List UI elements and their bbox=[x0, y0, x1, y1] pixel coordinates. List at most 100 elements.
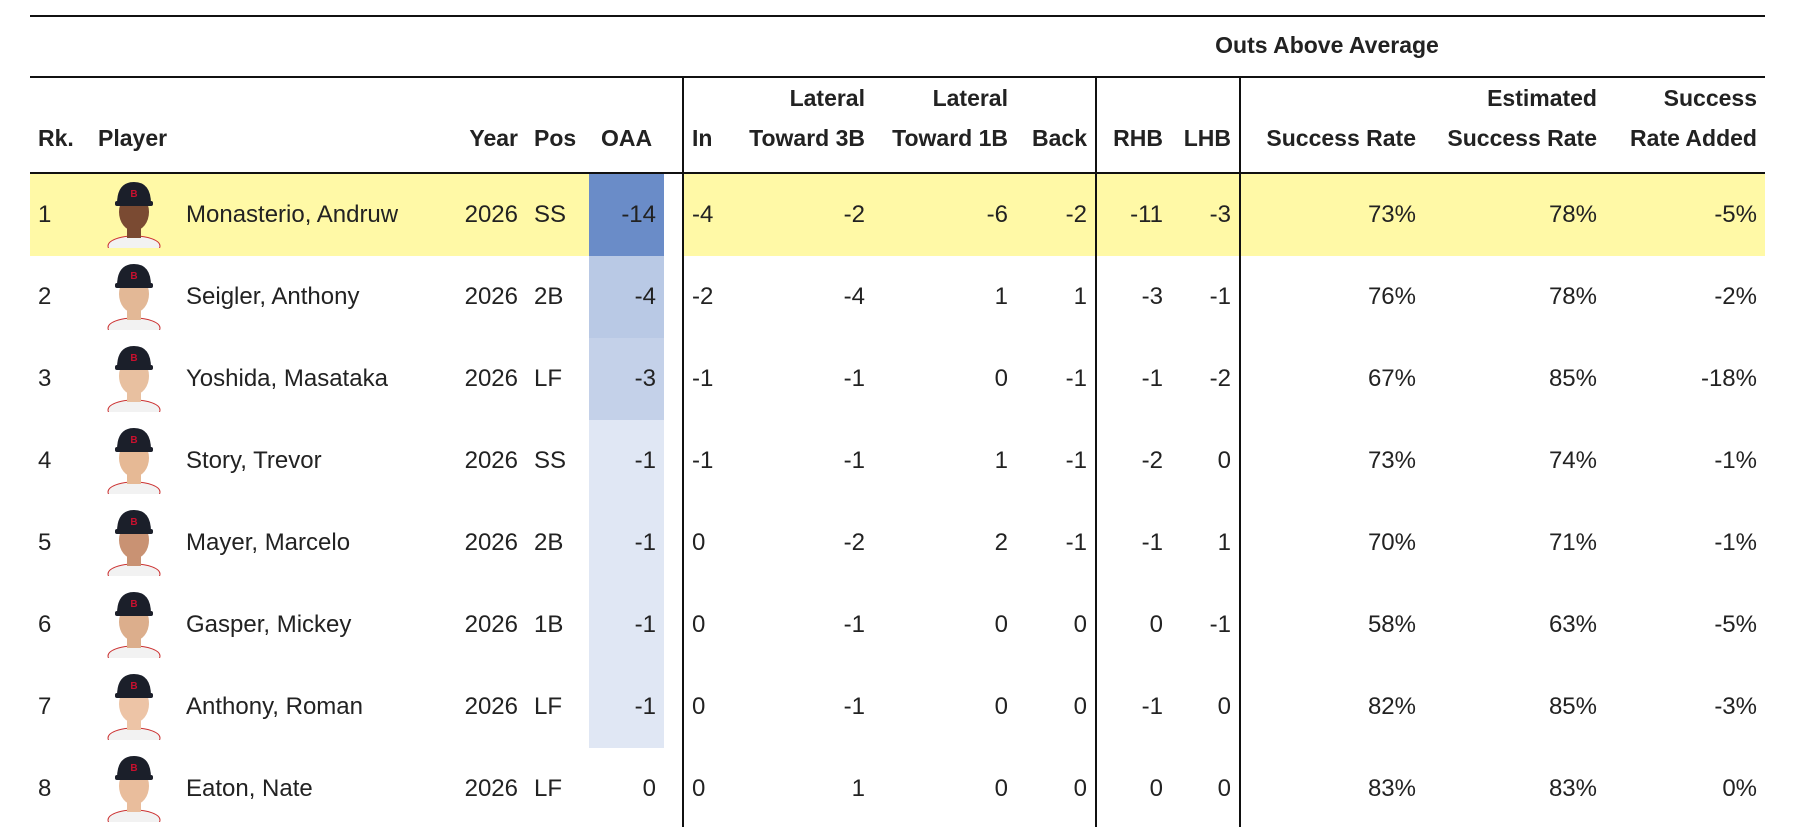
cell: -1% bbox=[1714, 447, 1757, 474]
cell: 2026 bbox=[464, 775, 518, 802]
cell: 0 bbox=[692, 611, 706, 638]
cell: 63% bbox=[1548, 611, 1597, 638]
cell: 1 bbox=[994, 283, 1008, 310]
cell: 70% bbox=[1367, 529, 1416, 556]
cell: -1 bbox=[1141, 693, 1163, 720]
cell: 74% bbox=[1548, 447, 1597, 474]
cell: 76% bbox=[1367, 283, 1416, 310]
cell: Eaton, Nate bbox=[186, 775, 313, 802]
photo-cell: B bbox=[90, 666, 178, 748]
table-body: 1 B Monasterio, Andruw 2026 SS -14 -4 -2 -6 -2 -11… bbox=[30, 173, 1765, 827]
cell: -1 bbox=[1016, 502, 1097, 584]
cell: -5% bbox=[1714, 611, 1757, 638]
column-header: Back bbox=[1016, 76, 1097, 174]
cell: 0 bbox=[1149, 775, 1163, 802]
cell: -11 bbox=[1096, 173, 1171, 256]
cell: -14 bbox=[589, 173, 664, 256]
cell: 5 bbox=[38, 529, 52, 556]
spacer-cell bbox=[664, 666, 684, 748]
cell: Mayer, Marcelo bbox=[186, 529, 351, 556]
column-header: LHB bbox=[1171, 76, 1241, 174]
cell: 0 bbox=[1171, 666, 1241, 748]
cell: 2026 bbox=[464, 447, 518, 474]
column-header: Rk. bbox=[30, 76, 90, 174]
cell: 0 bbox=[994, 365, 1008, 392]
cell: 67% bbox=[1367, 365, 1416, 392]
svg-text:B: B bbox=[130, 763, 137, 774]
cell: 0 bbox=[692, 529, 706, 556]
cell: 2 bbox=[38, 283, 52, 310]
cell: 2 bbox=[994, 529, 1008, 556]
cell: -1 bbox=[589, 420, 664, 502]
cell: 2026 bbox=[464, 611, 518, 638]
cell: 2026 bbox=[448, 173, 526, 256]
cell: -1 bbox=[843, 447, 865, 474]
column-header: Year bbox=[448, 76, 526, 174]
cell: 85% bbox=[1548, 693, 1597, 720]
cell: 0 bbox=[692, 775, 706, 802]
cell: -1 bbox=[589, 666, 664, 748]
svg-text:B: B bbox=[130, 517, 137, 528]
cell: 85% bbox=[1548, 365, 1597, 392]
cell: 1B bbox=[534, 611, 564, 638]
spacer-cell bbox=[664, 338, 684, 420]
spacer-cell bbox=[664, 748, 684, 827]
cell: 2026 bbox=[464, 283, 518, 310]
cell: 73% bbox=[1240, 173, 1424, 256]
cell: 1 bbox=[1016, 256, 1097, 338]
cell: 0 bbox=[1016, 748, 1097, 827]
cell: -3% bbox=[1714, 693, 1757, 720]
cell: -1 bbox=[843, 611, 865, 638]
table-row: 6 B Gasper, Mickey 2026 1B -1 0 -1 0 0 0 -1 58% 63% -5… bbox=[30, 584, 1765, 666]
column-header: Success Rate Added bbox=[1605, 76, 1765, 174]
table-row: 2 B Seigler, Anthony 2026 2B -4 -2 -4 1 1 -3 -1 76% 7… bbox=[30, 256, 1765, 338]
column-header: Lateral Toward 3B bbox=[735, 76, 873, 174]
cell: 2B bbox=[534, 529, 564, 556]
table-row: 1 B Monasterio, Andruw 2026 SS -14 -4 -2 -6 -2 -11… bbox=[30, 173, 1765, 256]
photo-cell: B bbox=[90, 256, 178, 338]
player-photo: B bbox=[107, 427, 161, 502]
table-head: Rk. Player Year Pos OAA In Lateral Toward 3B La… bbox=[30, 76, 1765, 174]
cell: 0 bbox=[1149, 611, 1163, 638]
cell: Seigler, Anthony bbox=[186, 283, 360, 310]
photo-cell: B bbox=[90, 502, 178, 584]
table-row: 5 B Mayer, Marcelo 2026 2B -1 0 -2 2 -1 -1 1 70% 71% -… bbox=[30, 502, 1765, 584]
player-photo: B bbox=[107, 345, 161, 420]
photo-cell: B bbox=[90, 338, 178, 420]
cell: 0 bbox=[1171, 420, 1241, 502]
player-photo: B bbox=[107, 263, 161, 338]
svg-text:B: B bbox=[130, 681, 137, 692]
cell: -2 bbox=[843, 529, 865, 556]
cell: SS bbox=[534, 447, 567, 474]
cell: 73% bbox=[1367, 447, 1416, 474]
cell: -1 bbox=[1141, 529, 1163, 556]
cell: 78% bbox=[1548, 283, 1597, 310]
column-header: Player bbox=[90, 76, 448, 174]
spacer-cell bbox=[664, 173, 684, 256]
group-header: Outs Above Average bbox=[1215, 32, 1439, 58]
cell: -1 bbox=[1016, 338, 1097, 420]
player-photo: B bbox=[107, 591, 161, 666]
cell: Yoshida, Masataka bbox=[186, 365, 388, 392]
table-row: 4 B Story, Trevor 2026 SS -1 -1 -1 1 -1 -2 0 73% 74% -… bbox=[30, 420, 1765, 502]
spacer-cell bbox=[664, 502, 684, 584]
cell: 2026 bbox=[464, 529, 518, 556]
cell: -3 bbox=[1141, 283, 1163, 310]
cell: 7 bbox=[38, 693, 52, 720]
cell: -1 bbox=[589, 502, 664, 584]
cell: 6 bbox=[38, 611, 52, 638]
table-row: 7 B Anthony, Roman 2026 LF -1 0 -1 0 0 -1 0 82% 85% -3… bbox=[30, 666, 1765, 748]
group-header-row: Outs Above Average bbox=[30, 15, 1765, 76]
column-header: Lateral Toward 1B bbox=[873, 76, 1016, 174]
player-photo: B bbox=[107, 509, 161, 584]
photo-cell: B bbox=[90, 420, 178, 502]
cell: 71% bbox=[1548, 529, 1597, 556]
cell: -2 bbox=[692, 283, 714, 310]
cell: 1 bbox=[994, 447, 1008, 474]
photo-cell: B bbox=[90, 173, 178, 256]
photo-cell: B bbox=[90, 584, 178, 666]
cell: 4 bbox=[38, 447, 52, 474]
cell: 0 bbox=[994, 611, 1008, 638]
cell: -1 bbox=[843, 365, 865, 392]
cell: 0 bbox=[1016, 584, 1097, 666]
